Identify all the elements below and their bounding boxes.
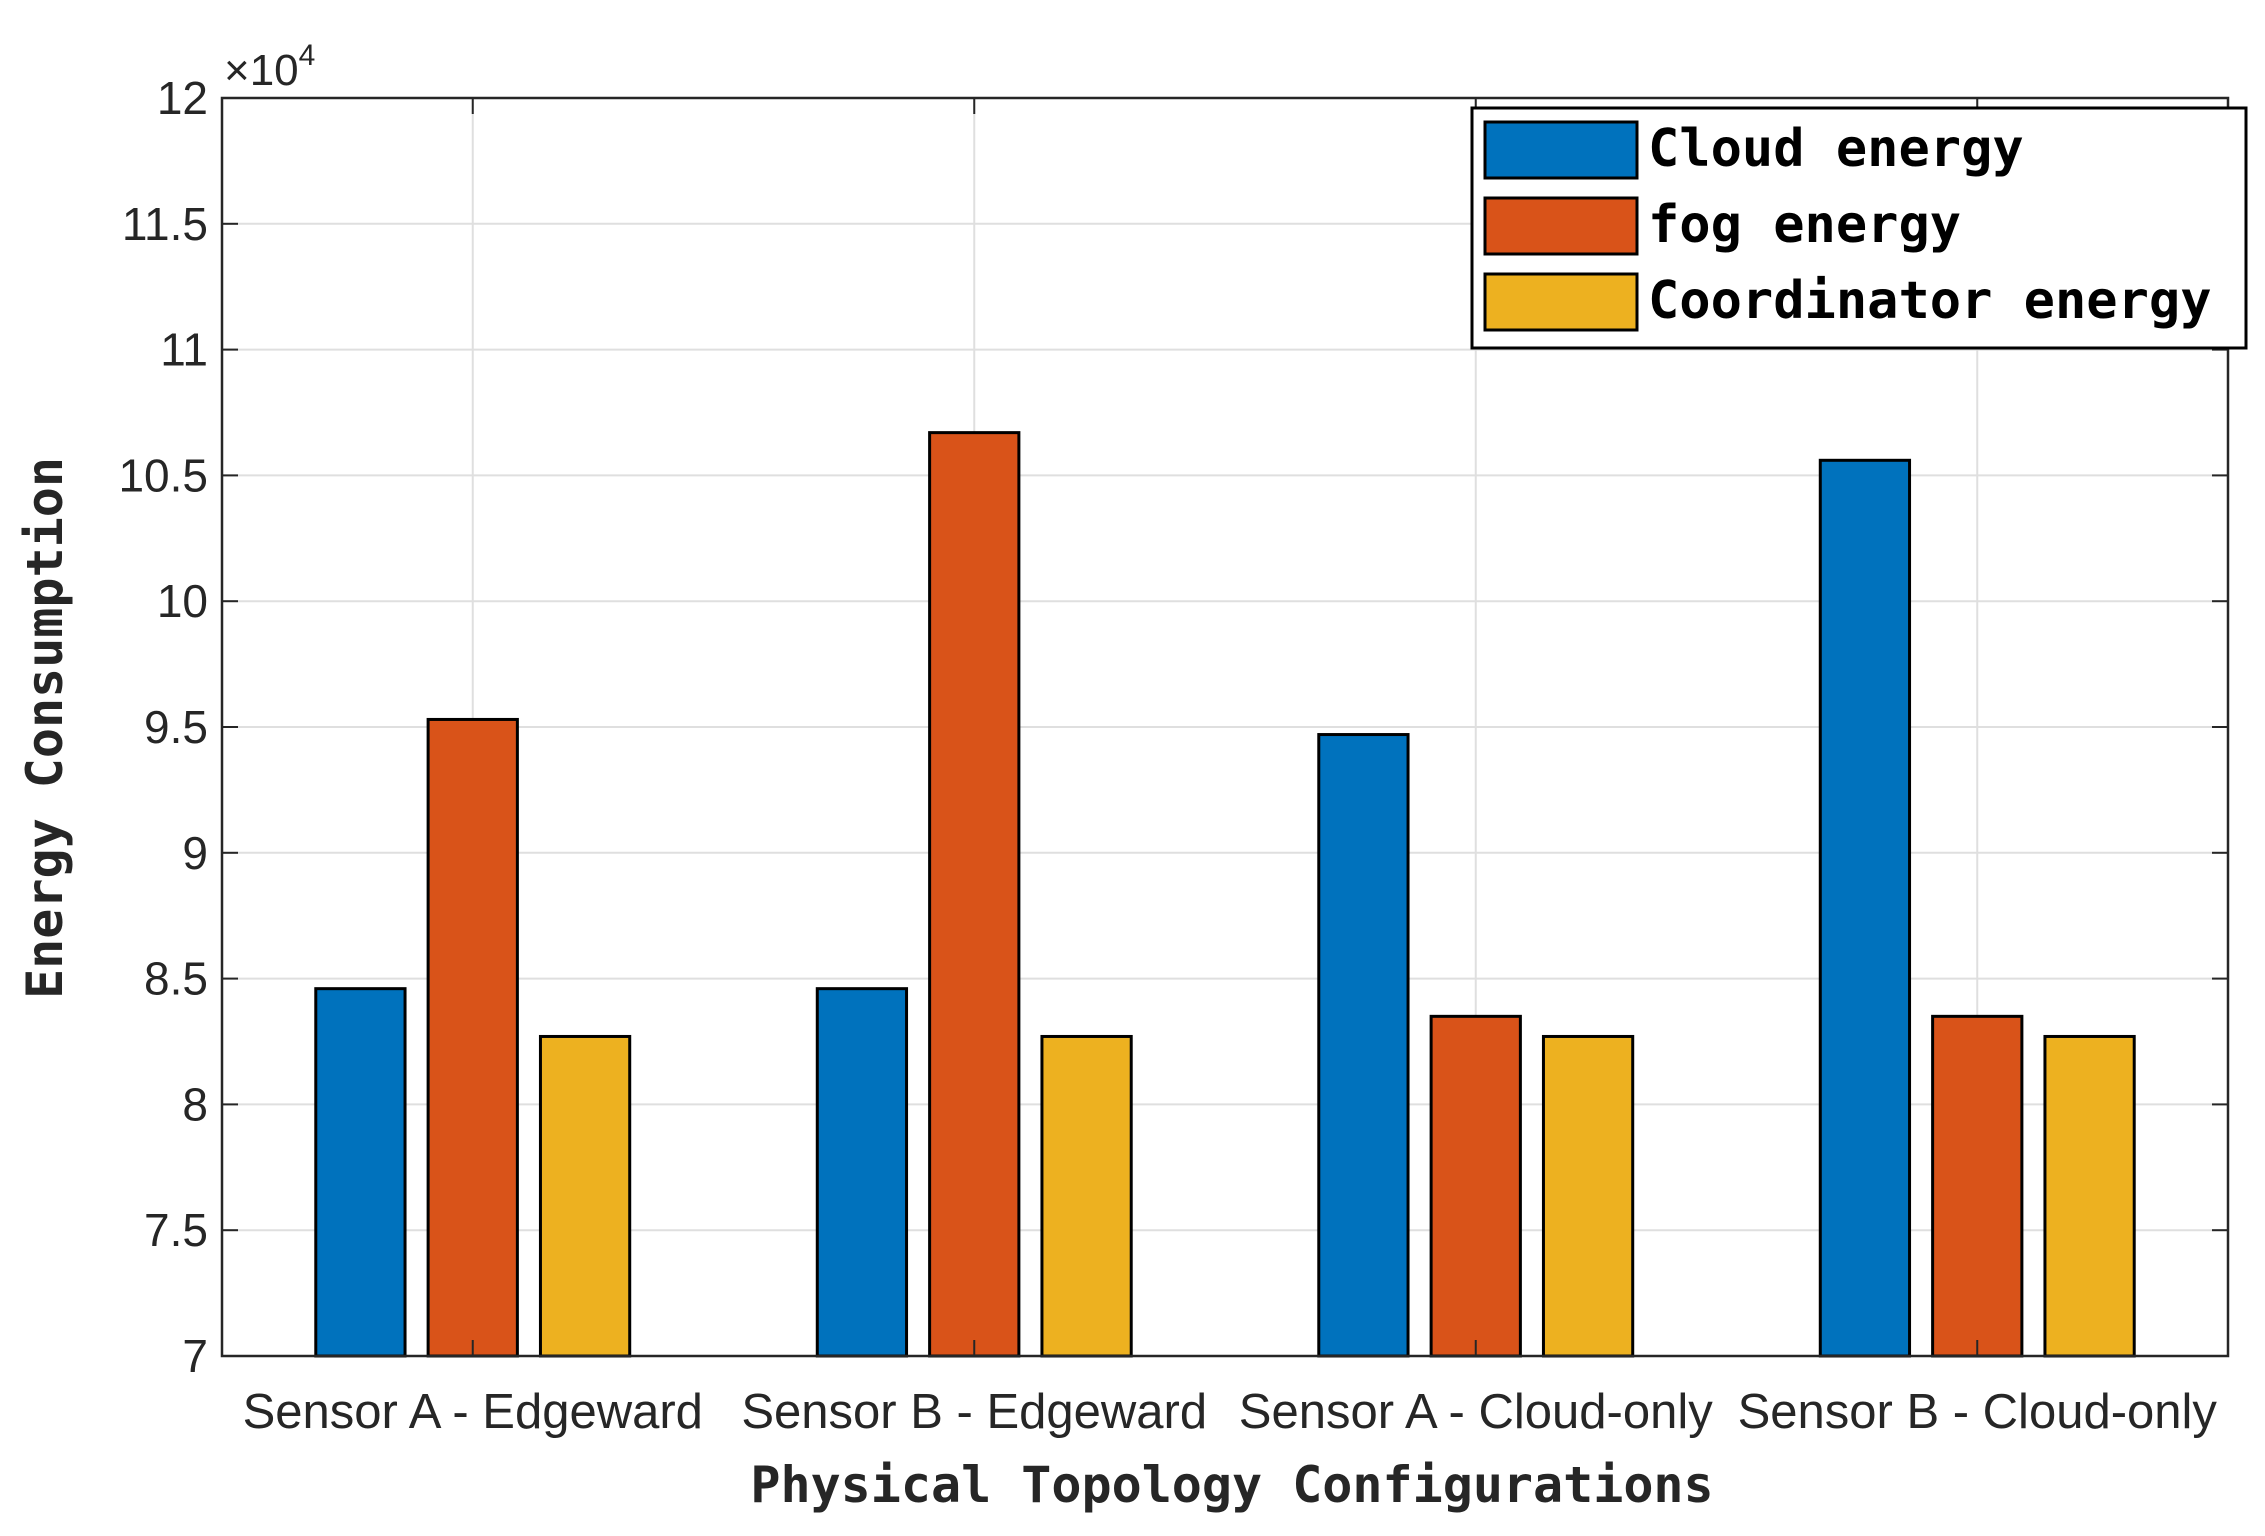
legend-swatch-cloud-energy [1483,120,1639,180]
y-tick-label: 10 [157,575,208,627]
bar-cloud-energy [815,987,909,1358]
bar-fog-energy [928,431,1021,1358]
y-tick-label: 9.5 [144,701,208,753]
y-tick-label: 7 [182,1330,208,1382]
axes [220,96,2230,1358]
x-category-label: Sensor B - Edgeward [741,1385,1207,1439]
y-tick-label: 11.5 [122,198,208,250]
x-category-label: Sensor A - Edgeward [243,1385,703,1439]
bar-coordinator-energy [1541,1034,1635,1358]
x-category-label: Sensor A - Cloud-only [1239,1385,1713,1439]
y-tick-label: 11 [160,324,208,376]
x-axis-title: Physical Topology Configurations [750,1456,1713,1514]
bar-coordinator-energy [1040,1034,1133,1358]
legend-swatch-fog-energy [1483,196,1639,256]
bar-coordinator-energy [2043,1034,2136,1358]
bars [314,431,2136,1358]
y-exponent-base: ×10 [224,46,299,95]
y-tick-label: 7.5 [144,1204,208,1256]
bar-cloud-energy [1317,733,1410,1358]
y-tick-label: 8 [182,1078,208,1130]
y-tick-label: 8.5 [144,953,208,1005]
axes-box [220,96,2230,1358]
bar-fog-energy [1429,1014,1522,1358]
y-axis-title: Energy Consumption [16,457,74,999]
legend-label-coordinator-energy: Coordinator energy [1648,271,2212,331]
y-tick-label: 10.5 [118,449,208,501]
legend-label-fog-energy: fog energy [1648,195,1961,255]
y-tick-label: 12 [157,72,208,124]
y-exponent-label: ×104 [224,39,315,95]
legend-label-cloud-energy: Cloud energy [1648,119,2024,179]
y-exponent-power: 4 [299,39,316,72]
y-tick-label: 9 [182,827,208,879]
bar-fog-energy [1931,1014,2024,1358]
bar-cloud-energy [1818,458,1912,1358]
legend: Cloud energy fog energy Coordinator ener… [1470,106,2248,350]
x-category-label: Sensor B - Cloud-only [1738,1385,2218,1439]
bar-cloud-energy [314,987,407,1358]
legend-swatch-coordinator-energy [1483,272,1639,332]
axis-labels: 7 7.5 8 8.5 9 9.5 10 10.5 11 11.5 12 Sensor A - Edg… [118,72,2217,1439]
bar-coordinator-energy [538,1034,632,1358]
bar-fog-energy [426,717,519,1358]
